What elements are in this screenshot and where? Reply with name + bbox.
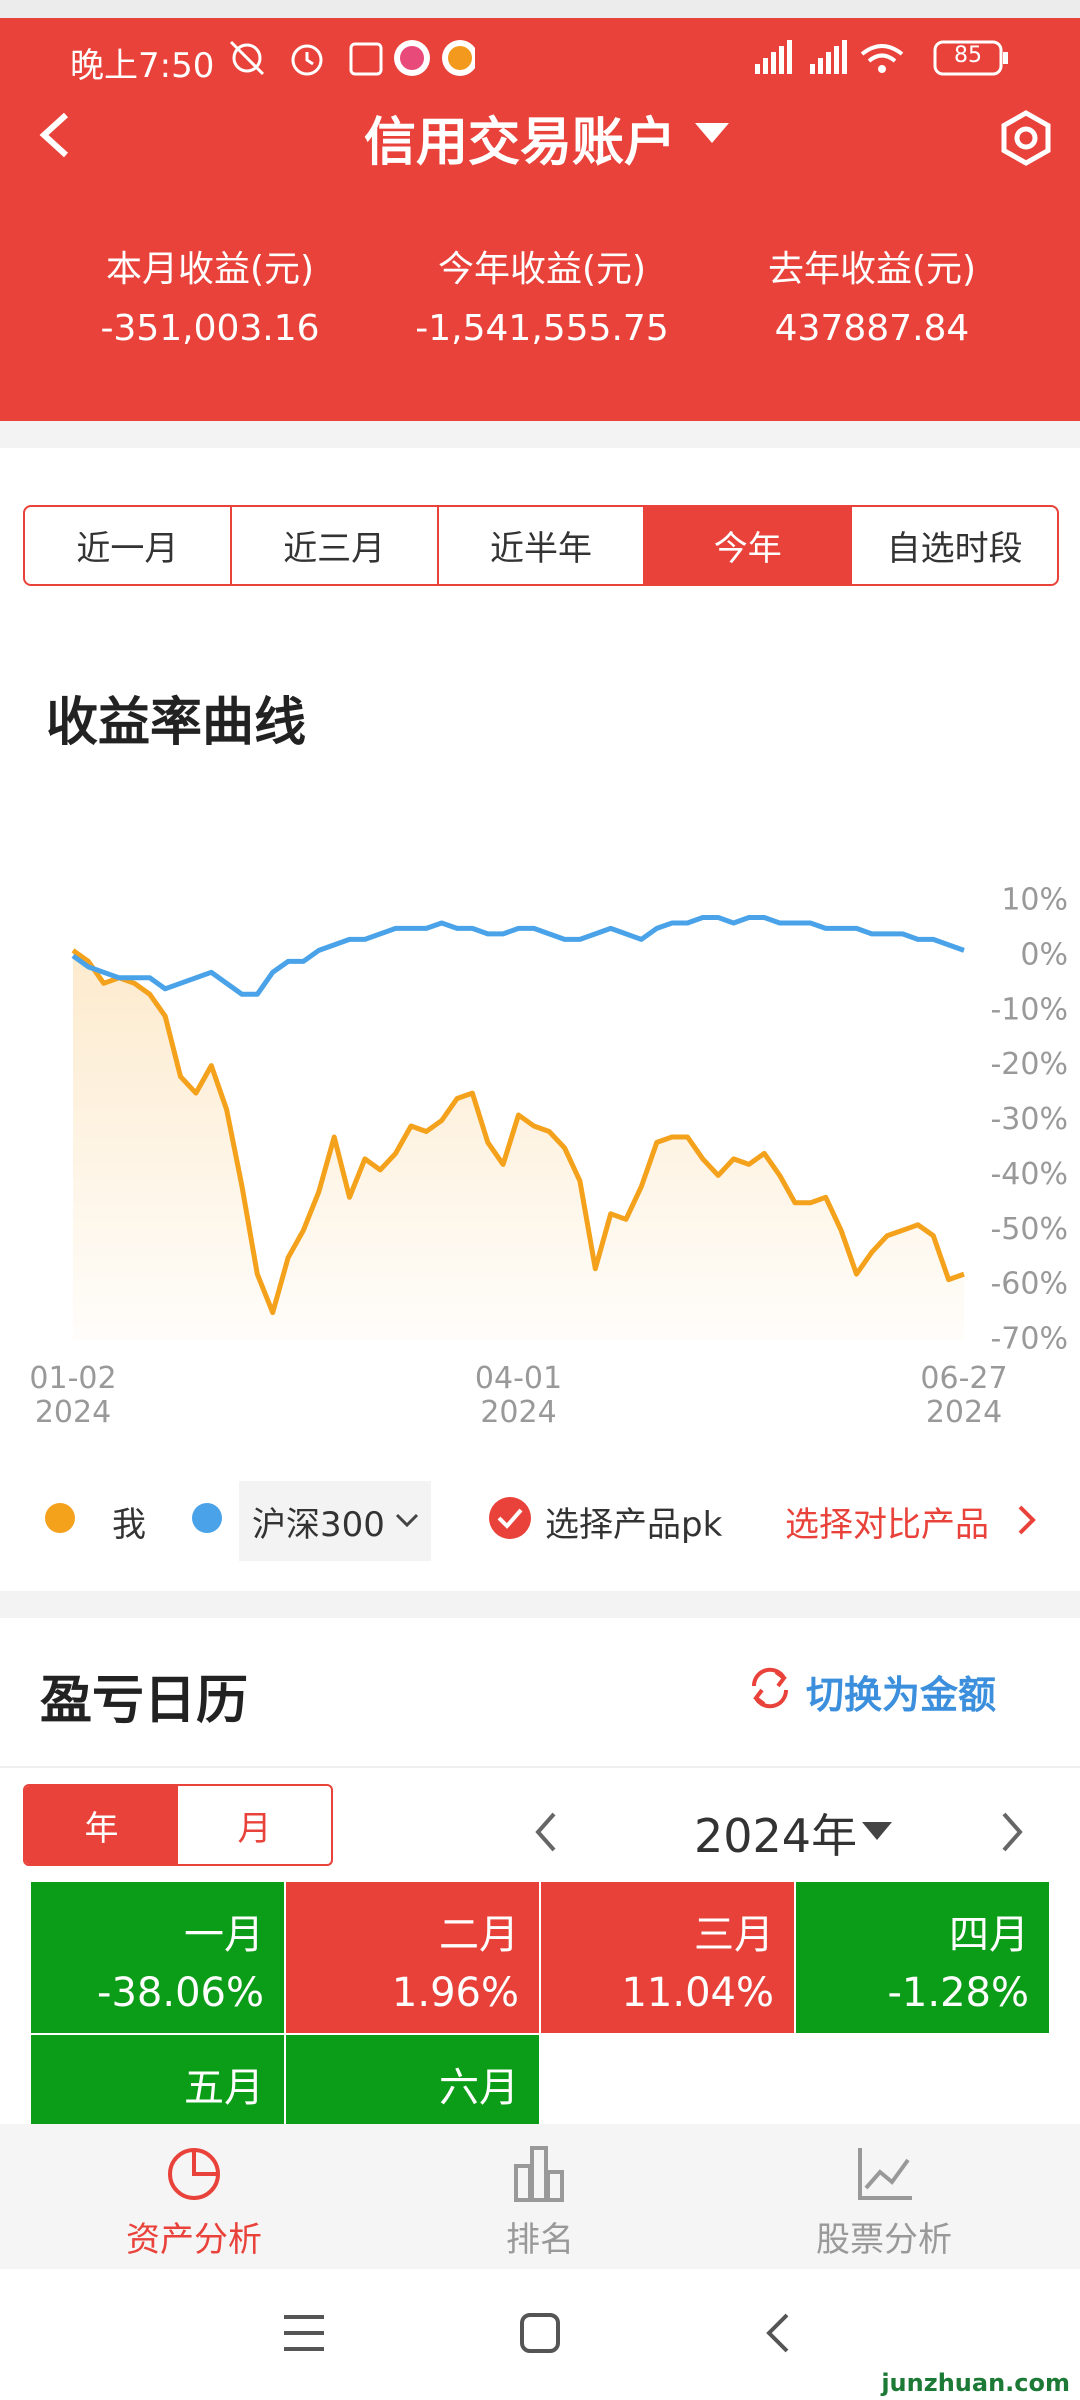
period-tab[interactable]: 自选时段 (850, 507, 1057, 584)
header: 晚上7:50 85 信用交易账户 本月收益(元) -351,003.16 今年收益(… (0, 18, 1080, 421)
month-return: -38.06% (97, 1970, 264, 2016)
bottom-nav: 资产分析 排名 股票分析 (0, 2124, 1080, 2269)
stat-label: 今年收益(元) (437, 249, 647, 290)
top-strip (0, 0, 1080, 18)
x-tick-label: 04-01 2024 (474, 1361, 563, 1430)
month-return: -1.28% (887, 1970, 1029, 2016)
legend-label: 我 (112, 1505, 146, 1545)
y-tick-label: -50% (990, 1212, 1068, 1247)
chart: 10% 0% -10% -20% -30% -40% -50% -60% -70% (71, 883, 1068, 1357)
year-dropdown[interactable] (860, 1820, 894, 1844)
icon-part (858, 2148, 912, 2200)
nav-label[interactable]: 股票分析 (816, 2220, 952, 2260)
x-tick-label: 06-27 2024 (920, 1361, 1008, 1430)
legend-swatch (192, 1503, 222, 1533)
compare-link[interactable]: 选择对比产品 (785, 1505, 989, 1545)
switch-to-amount[interactable]: 切换为金额 (806, 1673, 997, 1717)
nav-label[interactable]: 排名 (506, 2220, 574, 2260)
benchmark-dropdown[interactable] (394, 1512, 420, 1530)
month-name: 二月 (439, 1912, 519, 1958)
benchmark-select[interactable] (239, 1481, 431, 1561)
pk-check-icon[interactable] (488, 1496, 532, 1540)
x-tick-label: 01-02 2024 (29, 1361, 117, 1430)
y-tick-label: -40% (990, 1157, 1068, 1192)
legend-label: 沪深300 (252, 1505, 385, 1545)
settings-button[interactable] (998, 110, 1054, 166)
system-icons (755, 40, 1008, 76)
compare-arrow[interactable] (1015, 1503, 1039, 1537)
month-name: 四月 (949, 1912, 1029, 1958)
icon-part (514, 2164, 532, 2202)
nav-icon[interactable] (854, 2144, 914, 2204)
month-name: 六月 (439, 2065, 519, 2111)
month-name: 五月 (184, 2065, 264, 2111)
mode-toggle: 年月 (23, 1784, 333, 1866)
title-dropdown[interactable] (693, 121, 731, 147)
switch-icon[interactable] (746, 1664, 794, 1712)
menu-key[interactable] (282, 2313, 326, 2353)
nav-label[interactable]: 资产分析 (126, 2220, 262, 2260)
mode-button[interactable]: 年 (25, 1786, 178, 1864)
month-name: 一月 (184, 1912, 264, 1958)
calendar-title: 盈亏日历 (40, 1671, 249, 1731)
legend-swatch (45, 1503, 75, 1533)
y-tick-label: 0% (1020, 937, 1068, 972)
month-name: 三月 (694, 1912, 774, 1958)
icon-part (192, 2150, 218, 2176)
system-nav: junzhuan.com (0, 2269, 1080, 2400)
y-tick-label: 10% (1001, 883, 1068, 918)
section-gap (0, 1591, 1080, 1618)
status-icons (229, 40, 475, 76)
next-year[interactable] (998, 1810, 1026, 1854)
period-tab[interactable]: 近半年 (436, 507, 644, 584)
icon-part (530, 2146, 548, 2202)
icon-part (864, 2158, 910, 2190)
y-tick-label: -70% (990, 1322, 1068, 1357)
series-line (71, 915, 965, 997)
section-gap (0, 421, 1080, 448)
nav-icon[interactable] (164, 2144, 224, 2204)
mode-button[interactable]: 月 (237, 1808, 272, 1849)
month-return: 11.04% (621, 1970, 774, 2016)
chart-title: 收益率曲线 (46, 693, 307, 753)
period-tab[interactable]: 今年 (643, 507, 851, 584)
year-label[interactable]: 2024年 (694, 1809, 858, 1863)
y-tick-label: -20% (990, 1047, 1068, 1082)
stat-value: 437887.84 (774, 308, 970, 349)
back-button[interactable] (36, 110, 76, 160)
status-time: 晚上7:50 (70, 46, 215, 86)
period-tabs: 近一月 近三月 近半年 今年 自选时段 (23, 505, 1059, 586)
watermark: junzhuan.com (881, 2369, 1070, 2397)
period-tab[interactable]: 近一月 (76, 529, 179, 569)
y-tick-label: -30% (990, 1102, 1068, 1137)
stat-label: 本月收益(元) (105, 249, 315, 290)
y-tick-label: -10% (990, 992, 1068, 1027)
month-cell[interactable]: 三月 11.04% (541, 1882, 794, 2033)
y-tick-label: -60% (990, 1267, 1068, 1302)
stat-label: 去年收益(元) (767, 249, 977, 290)
chevron (395, 1513, 419, 1528)
account-title[interactable]: 信用交易账户 (363, 113, 677, 173)
nav-icon[interactable] (510, 2144, 570, 2204)
period-tab[interactable]: 近三月 (229, 507, 437, 584)
month-return: 1.96% (391, 1970, 519, 2016)
divider (0, 1766, 1080, 1768)
home-key[interactable] (518, 2311, 562, 2355)
stat-value: -1,541,555.75 (415, 308, 669, 349)
area-fill (73, 950, 964, 1340)
battery-level: 85 (954, 43, 982, 68)
back-key[interactable] (763, 2311, 793, 2355)
prev-year[interactable] (532, 1810, 560, 1854)
stat-value: -351,003.16 (100, 308, 320, 349)
series-line (71, 948, 965, 1316)
month-cell[interactable]: 一月 -38.06% (31, 1882, 284, 2033)
pk-label[interactable]: 选择产品pk (545, 1505, 723, 1545)
month-cell[interactable]: 二月 1.96% (286, 1882, 539, 2033)
month-cell[interactable]: 四月 -1.28% (796, 1882, 1049, 2033)
icon-part (546, 2170, 564, 2202)
